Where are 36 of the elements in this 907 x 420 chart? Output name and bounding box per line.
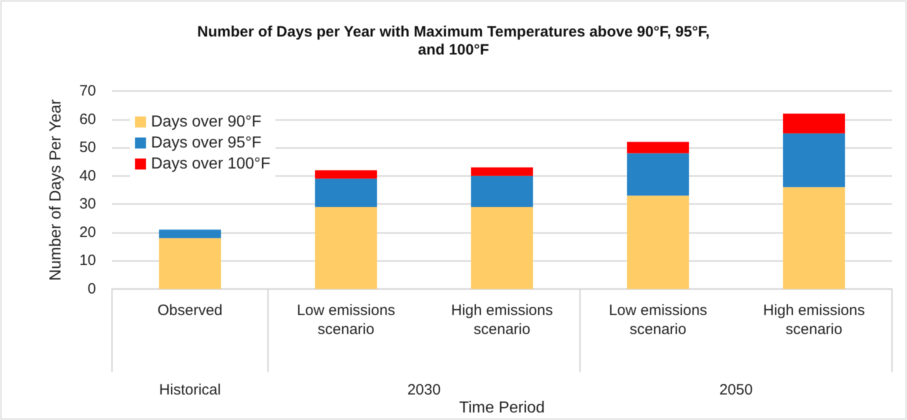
bar [471,167,533,176]
bar [627,153,689,196]
bar [159,230,221,238]
y-tick-label: 50 [79,139,96,156]
y-axis-title: Number of Days Per Year [48,98,64,281]
bar [783,114,845,134]
bar [315,170,377,179]
x-tick-label: High emissions scenario [451,302,553,338]
y-tick-label: 30 [79,196,96,213]
x-tick-label: High emissions scenario [763,302,865,338]
y-tick-label: 40 [79,167,96,184]
x-tick-label: Observed [157,302,223,319]
y-tick-label: 10 [79,252,96,270]
x-axis-title: Time Period [459,400,545,416]
legend-label: Days over 100°F [151,156,271,172]
y-tick-label: 70 [79,82,96,100]
bar [627,142,689,154]
bar [783,133,845,188]
legend-label: Days over 95°F [151,134,262,152]
x-tick-label: Low emissions scenario [608,302,708,338]
chart-title: Number of Days per Year with Maximum Temperatures above 90°F, 95°F, and 100°F [197,24,710,58]
y-tick-label: 20 [79,224,96,241]
bar [783,187,845,289]
bar [627,196,689,289]
text: 2050 [719,382,753,398]
legend-label: Days over 90°F [151,114,262,130]
bar [471,176,533,207]
y-tick-label: 60 [79,110,96,128]
text: 2030 [407,382,441,398]
bar [315,206,377,289]
bar [315,178,377,207]
text: Historical [159,382,221,398]
x-tick-label: Low emissions scenario [296,302,396,338]
y-tick-label: 0 [88,280,96,298]
bar [471,206,533,289]
bar [159,238,221,289]
